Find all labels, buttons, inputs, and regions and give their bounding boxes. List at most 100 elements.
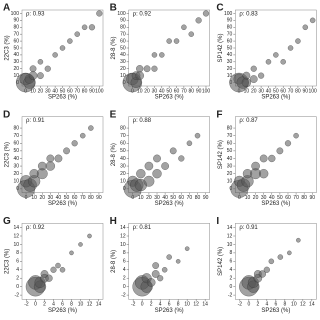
- y-tick-label: 90: [227, 18, 233, 24]
- panel-label: C: [216, 3, 223, 14]
- x-axis-label: SP263 (%): [261, 308, 290, 314]
- panel-label: F: [216, 109, 222, 120]
- x-tick-label: -2: [131, 302, 136, 308]
- bubble: [166, 38, 172, 44]
- y-axis-label: 28-8 (%): [111, 250, 117, 273]
- bubble: [268, 258, 275, 265]
- y-tick-label: 10: [227, 179, 233, 185]
- y-tick-label: 90: [120, 18, 126, 24]
- x-tick-label: 2: [43, 302, 46, 308]
- y-tick-label: 30: [13, 59, 19, 65]
- bubble: [151, 52, 158, 58]
- correlation: ρ: 0.91: [26, 118, 45, 124]
- x-tick-label: 30: [154, 195, 160, 201]
- y-tick-label: 40: [120, 52, 126, 58]
- bubble: [293, 132, 299, 139]
- y-tick-label: 80: [120, 25, 126, 31]
- y-tick-label: 50: [227, 148, 233, 154]
- bubble: [28, 71, 38, 80]
- y-tick-label: 14: [13, 225, 19, 231]
- x-tick-label: 60: [285, 195, 291, 201]
- bubble: [146, 278, 156, 287]
- bubble: [259, 169, 269, 179]
- x-tick-label: 60: [67, 88, 73, 94]
- x-tick-label: 30: [152, 88, 158, 94]
- y-tick-label: 8: [16, 250, 19, 256]
- y-tick-label: 40: [120, 156, 126, 162]
- y-tick-label: 6: [230, 259, 233, 265]
- x-tick-label: 90: [203, 195, 209, 201]
- bubble: [37, 59, 44, 65]
- x-tick-label: 8: [70, 302, 73, 308]
- x-tick-label: 8: [283, 302, 286, 308]
- y-axis-label: 22C3 (%): [5, 142, 11, 167]
- x-tick-label: 60: [280, 88, 286, 94]
- bubble: [45, 274, 53, 282]
- x-tick-label: 80: [188, 88, 194, 94]
- bubble: [181, 24, 187, 30]
- bubble: [166, 254, 172, 260]
- x-tick-label: 70: [74, 88, 80, 94]
- y-tick-label: 10: [120, 242, 126, 248]
- bubble: [169, 147, 177, 155]
- panel: 010203040506070809001020304050607080Fρ: …: [216, 109, 317, 207]
- panel: 0102030405060708090100010203040506070809…: [216, 3, 317, 101]
- y-tick-label: 2: [123, 276, 126, 282]
- panel-label: H: [110, 216, 117, 227]
- bubble: [151, 270, 160, 278]
- bubble: [188, 31, 194, 37]
- x-tick-label: 80: [195, 195, 201, 201]
- y-tick-label: 20: [227, 66, 233, 72]
- y-tick-label: 80: [13, 25, 19, 31]
- x-tick-label: 40: [162, 195, 168, 201]
- x-tick-label: 6: [274, 302, 277, 308]
- bubble: [296, 237, 301, 243]
- x-tick-label: 70: [187, 195, 193, 201]
- bubble: [161, 267, 168, 273]
- x-tick-label: 90: [89, 88, 95, 94]
- y-tick-label: 50: [120, 45, 126, 51]
- panel-label: E: [110, 109, 117, 120]
- y-axis-label: 22C3 (%): [5, 35, 11, 60]
- y-tick-label: 10: [120, 73, 126, 79]
- y-axis-label: SP142 (%): [218, 33, 224, 62]
- x-tick-label: 60: [179, 195, 185, 201]
- bubble: [143, 175, 155, 187]
- panel: 0102030405060708090100010203040506070809…: [110, 3, 211, 101]
- panel-label: A: [3, 3, 10, 14]
- y-tick-label: 0: [230, 284, 233, 290]
- bubble: [202, 10, 210, 17]
- x-tick-label: 90: [310, 195, 316, 201]
- correlation: ρ: 0.88: [133, 118, 152, 124]
- x-tick-label: 50: [166, 88, 172, 94]
- bubble: [87, 233, 92, 239]
- y-tick-label: 80: [227, 25, 233, 31]
- bubble: [178, 155, 185, 162]
- bubble: [295, 38, 301, 44]
- bubble: [287, 45, 294, 51]
- x-tick-label: 0: [247, 302, 250, 308]
- y-tick-label: 90: [13, 18, 19, 24]
- y-tick-label: 14: [120, 225, 126, 231]
- correlation: ρ: 0.87: [239, 118, 258, 124]
- x-tick-label: 70: [293, 195, 299, 201]
- y-tick-label: 10: [13, 73, 19, 79]
- bubble: [52, 52, 58, 58]
- y-tick-label: 0: [123, 284, 126, 290]
- bubble: [136, 65, 144, 73]
- y-tick-label: 50: [13, 45, 19, 51]
- panel: 0102030405060708090100010203040506070809…: [3, 3, 104, 101]
- y-axis-label: 28-8 (%): [111, 143, 117, 166]
- y-tick-label: 20: [120, 171, 126, 177]
- y-tick-label: 20: [120, 66, 126, 72]
- correlation: ρ: 0.83: [239, 12, 258, 18]
- y-tick-label: 30: [120, 163, 126, 169]
- bubble: [152, 262, 160, 269]
- y-tick-label: 40: [13, 156, 19, 162]
- bubble: [143, 65, 151, 73]
- x-tick-label: 2: [256, 302, 259, 308]
- bubble: [81, 24, 88, 30]
- x-tick-label: 100: [308, 88, 317, 94]
